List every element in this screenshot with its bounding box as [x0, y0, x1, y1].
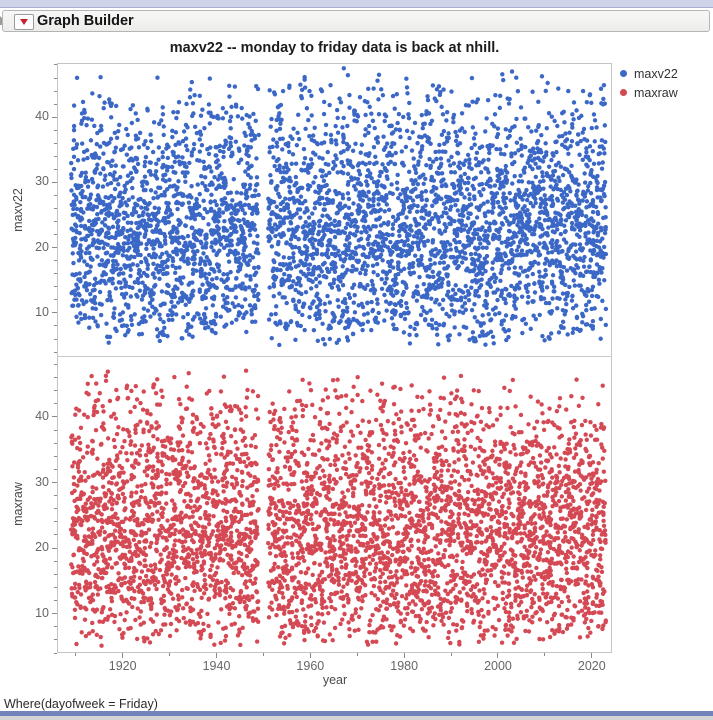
graph-title: maxv22 -- monday to friday data is back … — [169, 40, 500, 56]
y-tick-label: 10 — [35, 605, 49, 620]
y-tick-label: 20 — [35, 540, 49, 555]
y-tick-label: 10 — [35, 304, 49, 319]
legend-marker-maxv22 — [620, 70, 627, 77]
scatter-points-maxv22[interactable] — [58, 64, 611, 355]
y-tick-label: 30 — [35, 174, 49, 189]
y-minor-tick — [54, 221, 57, 223]
x-major-tick — [497, 653, 499, 658]
where-clause-status: Where(dayofweek = Friday) — [4, 697, 158, 711]
x-minor-tick — [262, 653, 264, 656]
y-minor-tick — [54, 508, 57, 510]
y-minor-tick — [54, 600, 57, 602]
legend-item-maxv22[interactable]: maxv22 — [620, 64, 678, 83]
x-major-tick — [591, 653, 593, 658]
y-major-tick — [52, 247, 57, 249]
y-minor-tick — [54, 168, 57, 170]
y-minor-tick — [54, 155, 57, 157]
y-minor-tick — [54, 390, 57, 392]
y-minor-tick — [54, 234, 57, 236]
y-minor-tick — [54, 286, 57, 288]
window-top-strip — [0, 0, 713, 8]
scatter-points-maxraw[interactable] — [58, 357, 611, 652]
y-minor-tick — [54, 534, 57, 536]
x-minor-tick — [169, 653, 171, 656]
y-major-tick — [52, 312, 57, 314]
y-minor-tick — [54, 351, 57, 353]
y-axis-label-maxv22: maxv22 — [11, 188, 25, 232]
y-minor-tick — [54, 90, 57, 92]
red-triangle-icon — [20, 19, 28, 25]
y-tick-label: 40 — [35, 109, 49, 124]
y-minor-tick — [54, 194, 57, 196]
y-minor-tick — [54, 403, 57, 405]
y-minor-tick — [54, 495, 57, 497]
y-minor-tick — [54, 338, 57, 340]
x-tick-label: 1920 — [108, 659, 137, 673]
y-minor-tick — [54, 77, 57, 79]
y-tick-label: 30 — [35, 474, 49, 489]
y-axis-label-maxraw: maxraw — [11, 482, 25, 526]
y-minor-tick — [54, 652, 57, 654]
y-tick-label: 40 — [35, 408, 49, 423]
legend-label-maxraw: maxraw — [634, 85, 678, 100]
bottom-accent-band — [0, 711, 713, 716]
y-major-tick — [52, 116, 57, 118]
y-major-tick — [52, 547, 57, 549]
y-major-tick — [52, 416, 57, 418]
y-minor-tick — [54, 103, 57, 105]
x-minor-tick — [544, 653, 546, 656]
bottom-gray-strip — [0, 716, 713, 720]
x-major-tick — [122, 653, 124, 658]
legend-marker-maxraw — [620, 89, 627, 96]
y-minor-tick — [54, 260, 57, 262]
panel-divider — [57, 356, 612, 357]
y-minor-tick — [54, 273, 57, 275]
x-tick-label: 1940 — [202, 659, 231, 673]
x-minor-tick — [356, 653, 358, 656]
y-major-tick — [52, 482, 57, 484]
legend: maxv22 maxraw — [620, 64, 678, 102]
y-minor-tick — [54, 639, 57, 641]
x-tick-label: 1960 — [296, 659, 325, 673]
x-major-tick — [309, 653, 311, 658]
report-header-bar: Graph Builder — [2, 10, 710, 32]
x-tick-label: 2000 — [484, 659, 512, 673]
y-minor-tick — [54, 208, 57, 210]
y-minor-tick — [54, 429, 57, 431]
y-minor-tick — [54, 299, 57, 301]
y-minor-tick — [54, 377, 57, 379]
x-axis-label: year — [322, 673, 348, 687]
y-minor-tick — [54, 325, 57, 327]
x-major-tick — [216, 653, 217, 658]
red-triangle-menu-button[interactable] — [14, 14, 34, 30]
y-minor-tick — [54, 586, 57, 588]
y-major-tick — [52, 181, 57, 183]
x-minor-tick — [450, 653, 452, 656]
y-minor-tick — [54, 455, 57, 457]
y-minor-tick — [54, 142, 57, 144]
y-minor-tick — [54, 560, 57, 562]
x-minor-tick — [75, 653, 77, 656]
x-tick-label: 2020 — [577, 659, 606, 673]
y-minor-tick — [54, 521, 57, 523]
y-minor-tick — [54, 129, 57, 131]
y-tick-label: 20 — [35, 239, 49, 254]
legend-label-maxv22: maxv22 — [634, 66, 678, 81]
y-minor-tick — [54, 573, 57, 575]
y-minor-tick — [54, 364, 57, 366]
report-title: Graph Builder — [37, 13, 134, 29]
y-minor-tick — [54, 626, 57, 628]
x-tick-label: 1980 — [390, 659, 419, 673]
legend-item-maxraw[interactable]: maxraw — [620, 83, 678, 102]
y-minor-tick — [54, 442, 57, 444]
y-minor-tick — [54, 64, 57, 66]
x-major-tick — [403, 653, 405, 658]
y-major-tick — [52, 613, 57, 615]
y-minor-tick — [54, 468, 57, 470]
